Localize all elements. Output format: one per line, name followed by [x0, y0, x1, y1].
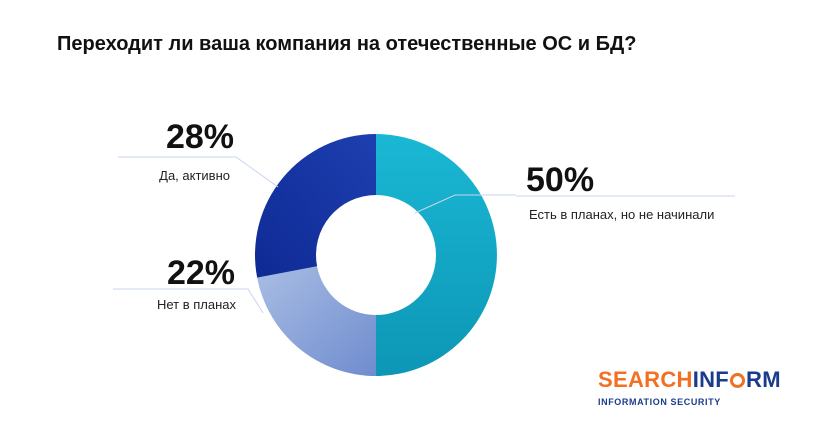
logo-tagline: INFORMATION SECURITY [598, 397, 721, 407]
slice-0-percent: 50% [526, 161, 594, 199]
leader-line-slice-1 [113, 288, 264, 314]
slice-1-label: Нет в планах [157, 297, 237, 312]
chart-title: Переходит ли ваша компания на отечествен… [57, 33, 637, 55]
slice-2-percent: 28% [166, 118, 234, 156]
leader-line-slice-0 [414, 194, 516, 214]
donut-slice-1 [257, 266, 376, 376]
leader-line-slice-2 [118, 156, 279, 188]
slice-1-percent: 22% [167, 254, 235, 292]
searchinform-logo: SEARCHINF RM INFORMATION SECURITY [598, 367, 781, 408]
logo-wordmark: SEARCHINF RM [598, 367, 781, 392]
donut-slice-2 [255, 134, 376, 278]
donut-slice-0 [376, 134, 497, 376]
slice-2-label: Да, активно [159, 168, 230, 183]
logo-o-icon [730, 373, 746, 388]
slice-0-label: Есть в планах, но не начинали [529, 207, 714, 222]
